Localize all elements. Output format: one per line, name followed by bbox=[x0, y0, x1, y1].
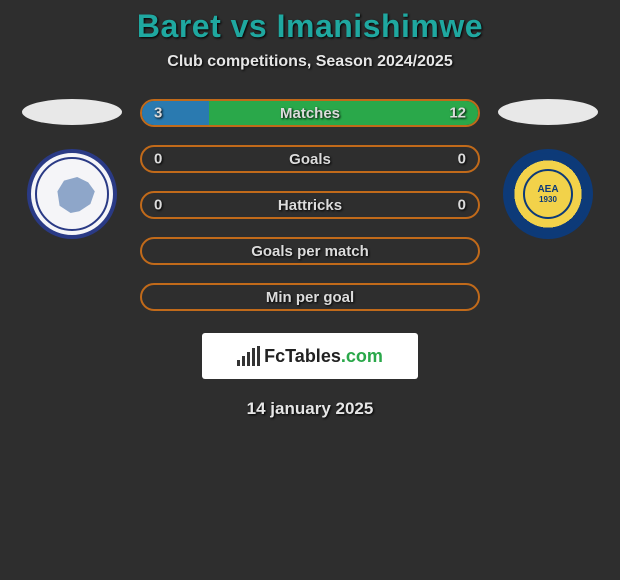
stat-row-matches: 3 12 Matches bbox=[140, 99, 480, 127]
comparison-card: Baret vs Imanishimwe Club competitions, … bbox=[0, 0, 620, 419]
stat-label: Hattricks bbox=[278, 197, 342, 214]
stat-value-right: 0 bbox=[458, 197, 466, 214]
bar-chart-icon bbox=[237, 346, 260, 366]
left-club-badge bbox=[27, 149, 117, 239]
right-column: AEA 1930 bbox=[498, 99, 598, 239]
badge-year: 1930 bbox=[539, 195, 557, 204]
stat-row-hattricks: 0 0 Hattricks bbox=[140, 191, 480, 219]
page-title: Baret vs Imanishimwe bbox=[0, 8, 620, 45]
stat-value-right: 0 bbox=[458, 151, 466, 168]
subtitle: Club competitions, Season 2024/2025 bbox=[0, 53, 620, 71]
greece-map-icon bbox=[53, 177, 97, 213]
badge-initials: AEA bbox=[537, 184, 558, 195]
main-row: 3 12 Matches 0 0 Goals 0 0 Hattricks Goals per ma… bbox=[0, 99, 620, 311]
stat-value-right: 12 bbox=[449, 105, 466, 122]
brand-text-tld: .com bbox=[341, 346, 383, 366]
right-player-silhouette bbox=[498, 99, 598, 125]
generated-date: 14 january 2025 bbox=[0, 399, 620, 419]
brand-logo[interactable]: FcTables.com bbox=[202, 333, 418, 379]
stat-fill-right bbox=[209, 101, 478, 125]
left-player-silhouette bbox=[22, 99, 122, 125]
brand-text: FcTables.com bbox=[264, 346, 383, 367]
stat-label: Matches bbox=[280, 105, 340, 122]
stat-fill-left bbox=[142, 101, 209, 125]
stat-value-left: 3 bbox=[154, 105, 162, 122]
left-column bbox=[22, 99, 122, 239]
brand-text-main: FcTables bbox=[264, 346, 341, 366]
stat-label: Goals per match bbox=[251, 243, 369, 260]
stat-value-left: 0 bbox=[154, 151, 162, 168]
stat-row-goals-per-match: Goals per match bbox=[140, 237, 480, 265]
stat-row-min-per-goal: Min per goal bbox=[140, 283, 480, 311]
stat-label: Min per goal bbox=[266, 289, 354, 306]
right-club-badge: AEA 1930 bbox=[503, 149, 593, 239]
stats-column: 3 12 Matches 0 0 Goals 0 0 Hattricks Goals per ma… bbox=[140, 99, 480, 311]
stat-label: Goals bbox=[289, 151, 331, 168]
stat-value-left: 0 bbox=[154, 197, 162, 214]
stat-row-goals: 0 0 Goals bbox=[140, 145, 480, 173]
